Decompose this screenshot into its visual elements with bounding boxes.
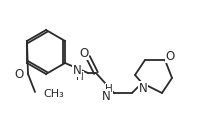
Text: N: N bbox=[139, 81, 147, 94]
Text: N: N bbox=[73, 64, 81, 76]
Text: H: H bbox=[76, 72, 84, 82]
Text: O: O bbox=[165, 50, 175, 62]
Text: H: H bbox=[105, 84, 113, 94]
Text: O: O bbox=[79, 46, 89, 60]
Text: O: O bbox=[15, 67, 24, 80]
Text: CH₃: CH₃ bbox=[43, 89, 64, 99]
Text: N: N bbox=[102, 89, 110, 102]
